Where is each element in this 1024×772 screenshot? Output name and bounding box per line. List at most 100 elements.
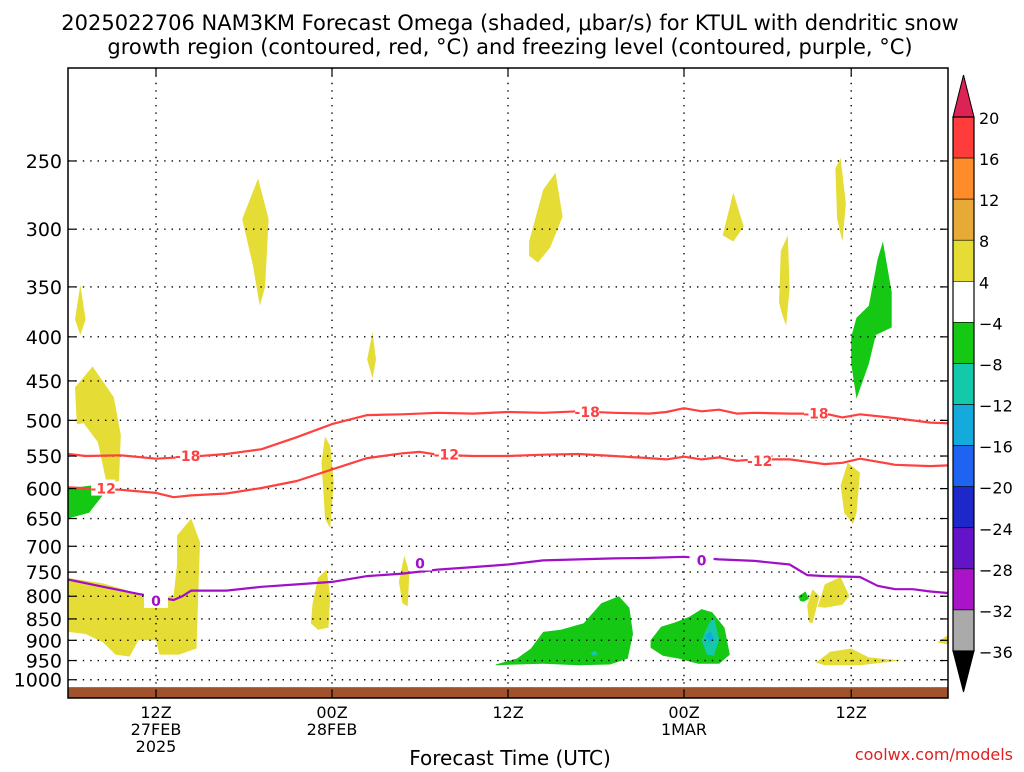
omega-region	[242, 178, 269, 306]
contour-label-bg	[804, 404, 828, 421]
omega-region	[835, 158, 846, 242]
contour-label: -12	[747, 454, 772, 470]
x-tick-label: 00Z	[316, 703, 347, 722]
colorbar-swatch	[952, 445, 975, 487]
omega-region	[840, 462, 860, 525]
omega-region	[779, 235, 790, 326]
colorbar-swatch	[952, 609, 975, 652]
colorbar-frame	[952, 116, 975, 652]
colorbar-label: 20	[979, 109, 999, 128]
colorbar-label: 12	[979, 191, 999, 210]
y-tick-label: 300	[26, 219, 62, 241]
colorbar-swatch	[952, 363, 975, 405]
x-tick-label: 2025	[136, 737, 177, 756]
contour-label-bg	[144, 591, 168, 608]
y-tick-label: 700	[26, 536, 62, 558]
contour-label: -12	[434, 448, 459, 464]
dgz-contour	[67, 450, 949, 499]
omega-region	[75, 366, 121, 484]
y-tick-label: 650	[26, 509, 62, 531]
contour-label-bg	[408, 554, 432, 571]
chart-title-line-1: 2025022706 NAM3KM Forecast Omega (shaded…	[61, 11, 958, 35]
contour-label: -18	[175, 449, 200, 465]
omega-colorbar: 20 16 12 8 4 −4 −8 −12 −16 −20 −24 −28 −32 −36	[952, 74, 1013, 693]
omega-region	[705, 631, 714, 643]
omega-region	[817, 577, 850, 608]
x-tick-label: 28FEB	[307, 720, 358, 739]
omega-shading-layer	[68, 158, 948, 666]
omega-region	[851, 241, 892, 399]
y-tick-label: 800	[26, 586, 62, 608]
omega-region	[68, 518, 200, 657]
y-tick-label: 600	[26, 479, 62, 501]
colorbar-top-arrow	[952, 74, 975, 118]
x-tick-label: 12Z	[836, 703, 867, 722]
colorbar-label: −24	[979, 520, 1013, 539]
colorbar-label: 8	[979, 232, 989, 251]
omega-region	[529, 172, 563, 263]
x-axis-title: Forecast Time (UTC)	[409, 746, 611, 768]
colorbar-swatch	[952, 281, 975, 323]
y-tick-label: 900	[26, 630, 62, 652]
colorbar-label: 4	[979, 273, 989, 292]
x-tick-label: 00Z	[668, 703, 699, 722]
contour-label: 0	[697, 553, 707, 569]
colorbar-label: 16	[979, 150, 999, 169]
colorbar-swatch	[952, 486, 975, 529]
x-tick-label: 1MAR	[661, 720, 707, 739]
credit-label: coolwx.com/models	[855, 745, 1013, 764]
omega-region	[590, 650, 598, 656]
colorbar-swatch	[952, 568, 975, 611]
chart-title-line-2: growth region (contoured, red, °C) and f…	[107, 35, 912, 59]
contour-label: 0	[415, 557, 425, 573]
contour-label: -18	[803, 407, 828, 423]
contour-label-bg	[434, 445, 459, 462]
y-tick-label: 750	[26, 562, 62, 584]
contour-label-bg	[175, 447, 200, 464]
contour-layer: -18 -18 -18 -12 -12 -12 0 0 0	[67, 403, 949, 610]
y-tick-label: 850	[26, 609, 62, 631]
contour-label: -12	[91, 482, 116, 498]
x-tick-label: 12Z	[140, 703, 171, 722]
colorbar-swatch	[952, 157, 975, 200]
colorbar-label: −32	[979, 602, 1013, 621]
colorbar-bottom-arrow	[952, 650, 975, 693]
y-tick-label: 400	[26, 327, 62, 349]
freezing-level-contour	[67, 555, 949, 602]
omega-region	[798, 591, 809, 602]
y-tick-label: 450	[26, 371, 62, 393]
colorbar-swatch	[952, 198, 975, 241]
y-tick-label: 550	[26, 446, 62, 468]
y-tick-label: 250	[26, 151, 62, 173]
omega-region	[75, 284, 86, 335]
omega-region	[367, 332, 376, 379]
contour-label-bg	[747, 451, 772, 468]
contour-label-bg	[91, 479, 116, 496]
colorbar-swatch	[952, 116, 975, 159]
y-tick-label: 500	[26, 410, 62, 432]
colorbar-swatch	[952, 322, 975, 364]
colorbar-label: −4	[979, 314, 1003, 333]
omega-region	[321, 436, 334, 529]
omega-region	[816, 648, 901, 666]
colorbar-label: −8	[979, 355, 1003, 374]
contour-label-bg	[575, 403, 600, 420]
omega-region	[807, 589, 820, 624]
x-tick-label: 12Z	[492, 703, 523, 722]
colorbar-label: −20	[979, 479, 1013, 498]
contour-label: 0	[151, 594, 161, 610]
y-axis: 2503003504004505005506006507007508008509…	[14, 151, 948, 692]
contour-label: -18	[575, 405, 600, 421]
omega-region	[398, 555, 410, 607]
colorbar-swatch	[952, 527, 975, 570]
colorbar-label: −36	[979, 643, 1013, 662]
y-tick-label: 350	[26, 277, 62, 299]
colorbar-label: −28	[979, 561, 1013, 580]
omega-region	[310, 569, 331, 630]
contour-label-bg	[689, 551, 714, 568]
omega-region	[937, 634, 948, 645]
y-tick-label: 950	[26, 651, 62, 673]
